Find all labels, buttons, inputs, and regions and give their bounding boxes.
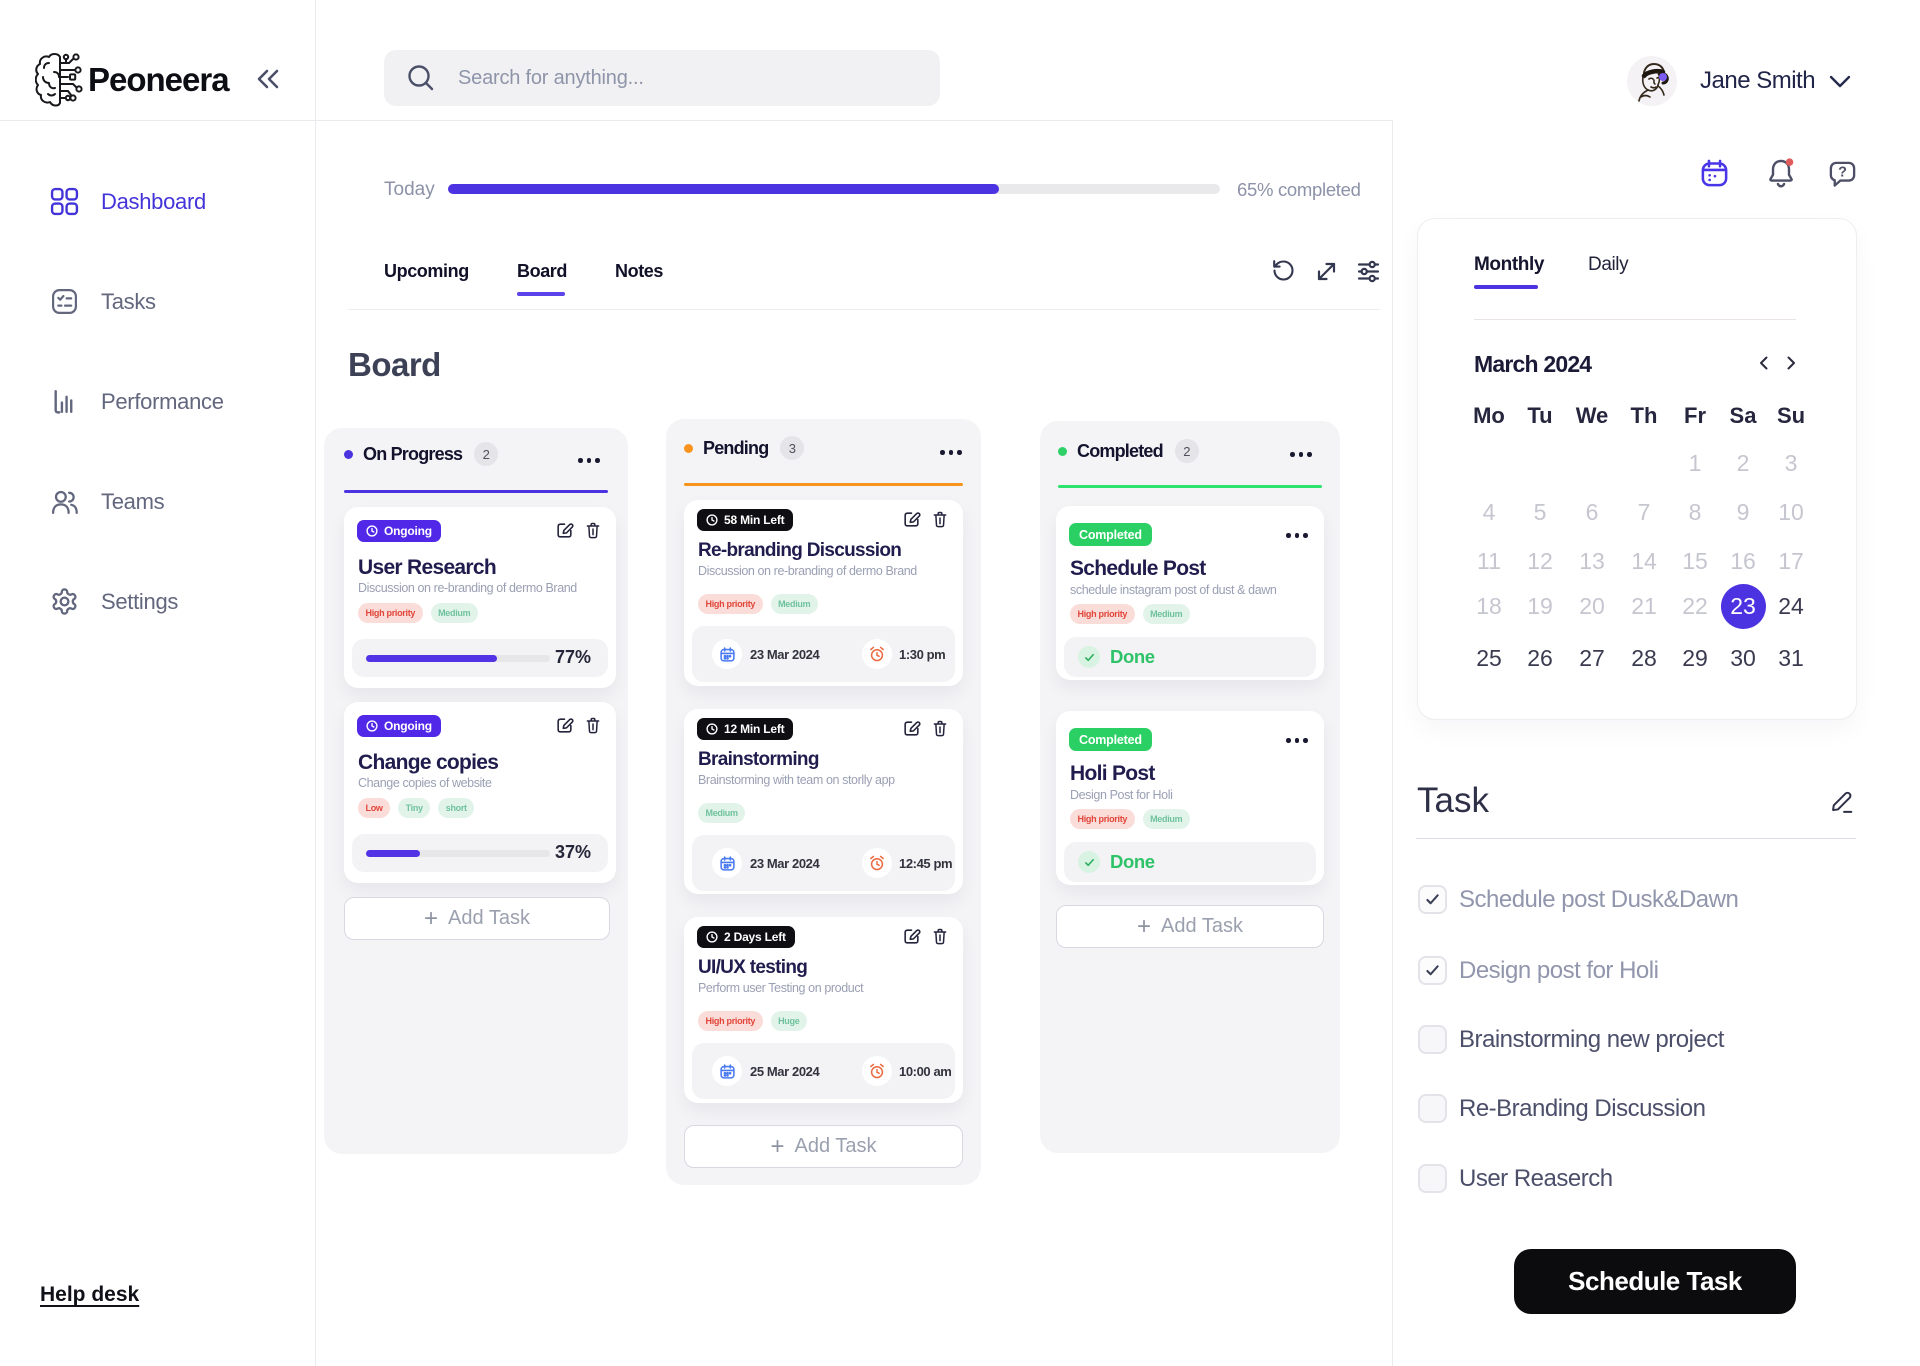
- svg-text:?: ?: [1838, 164, 1847, 180]
